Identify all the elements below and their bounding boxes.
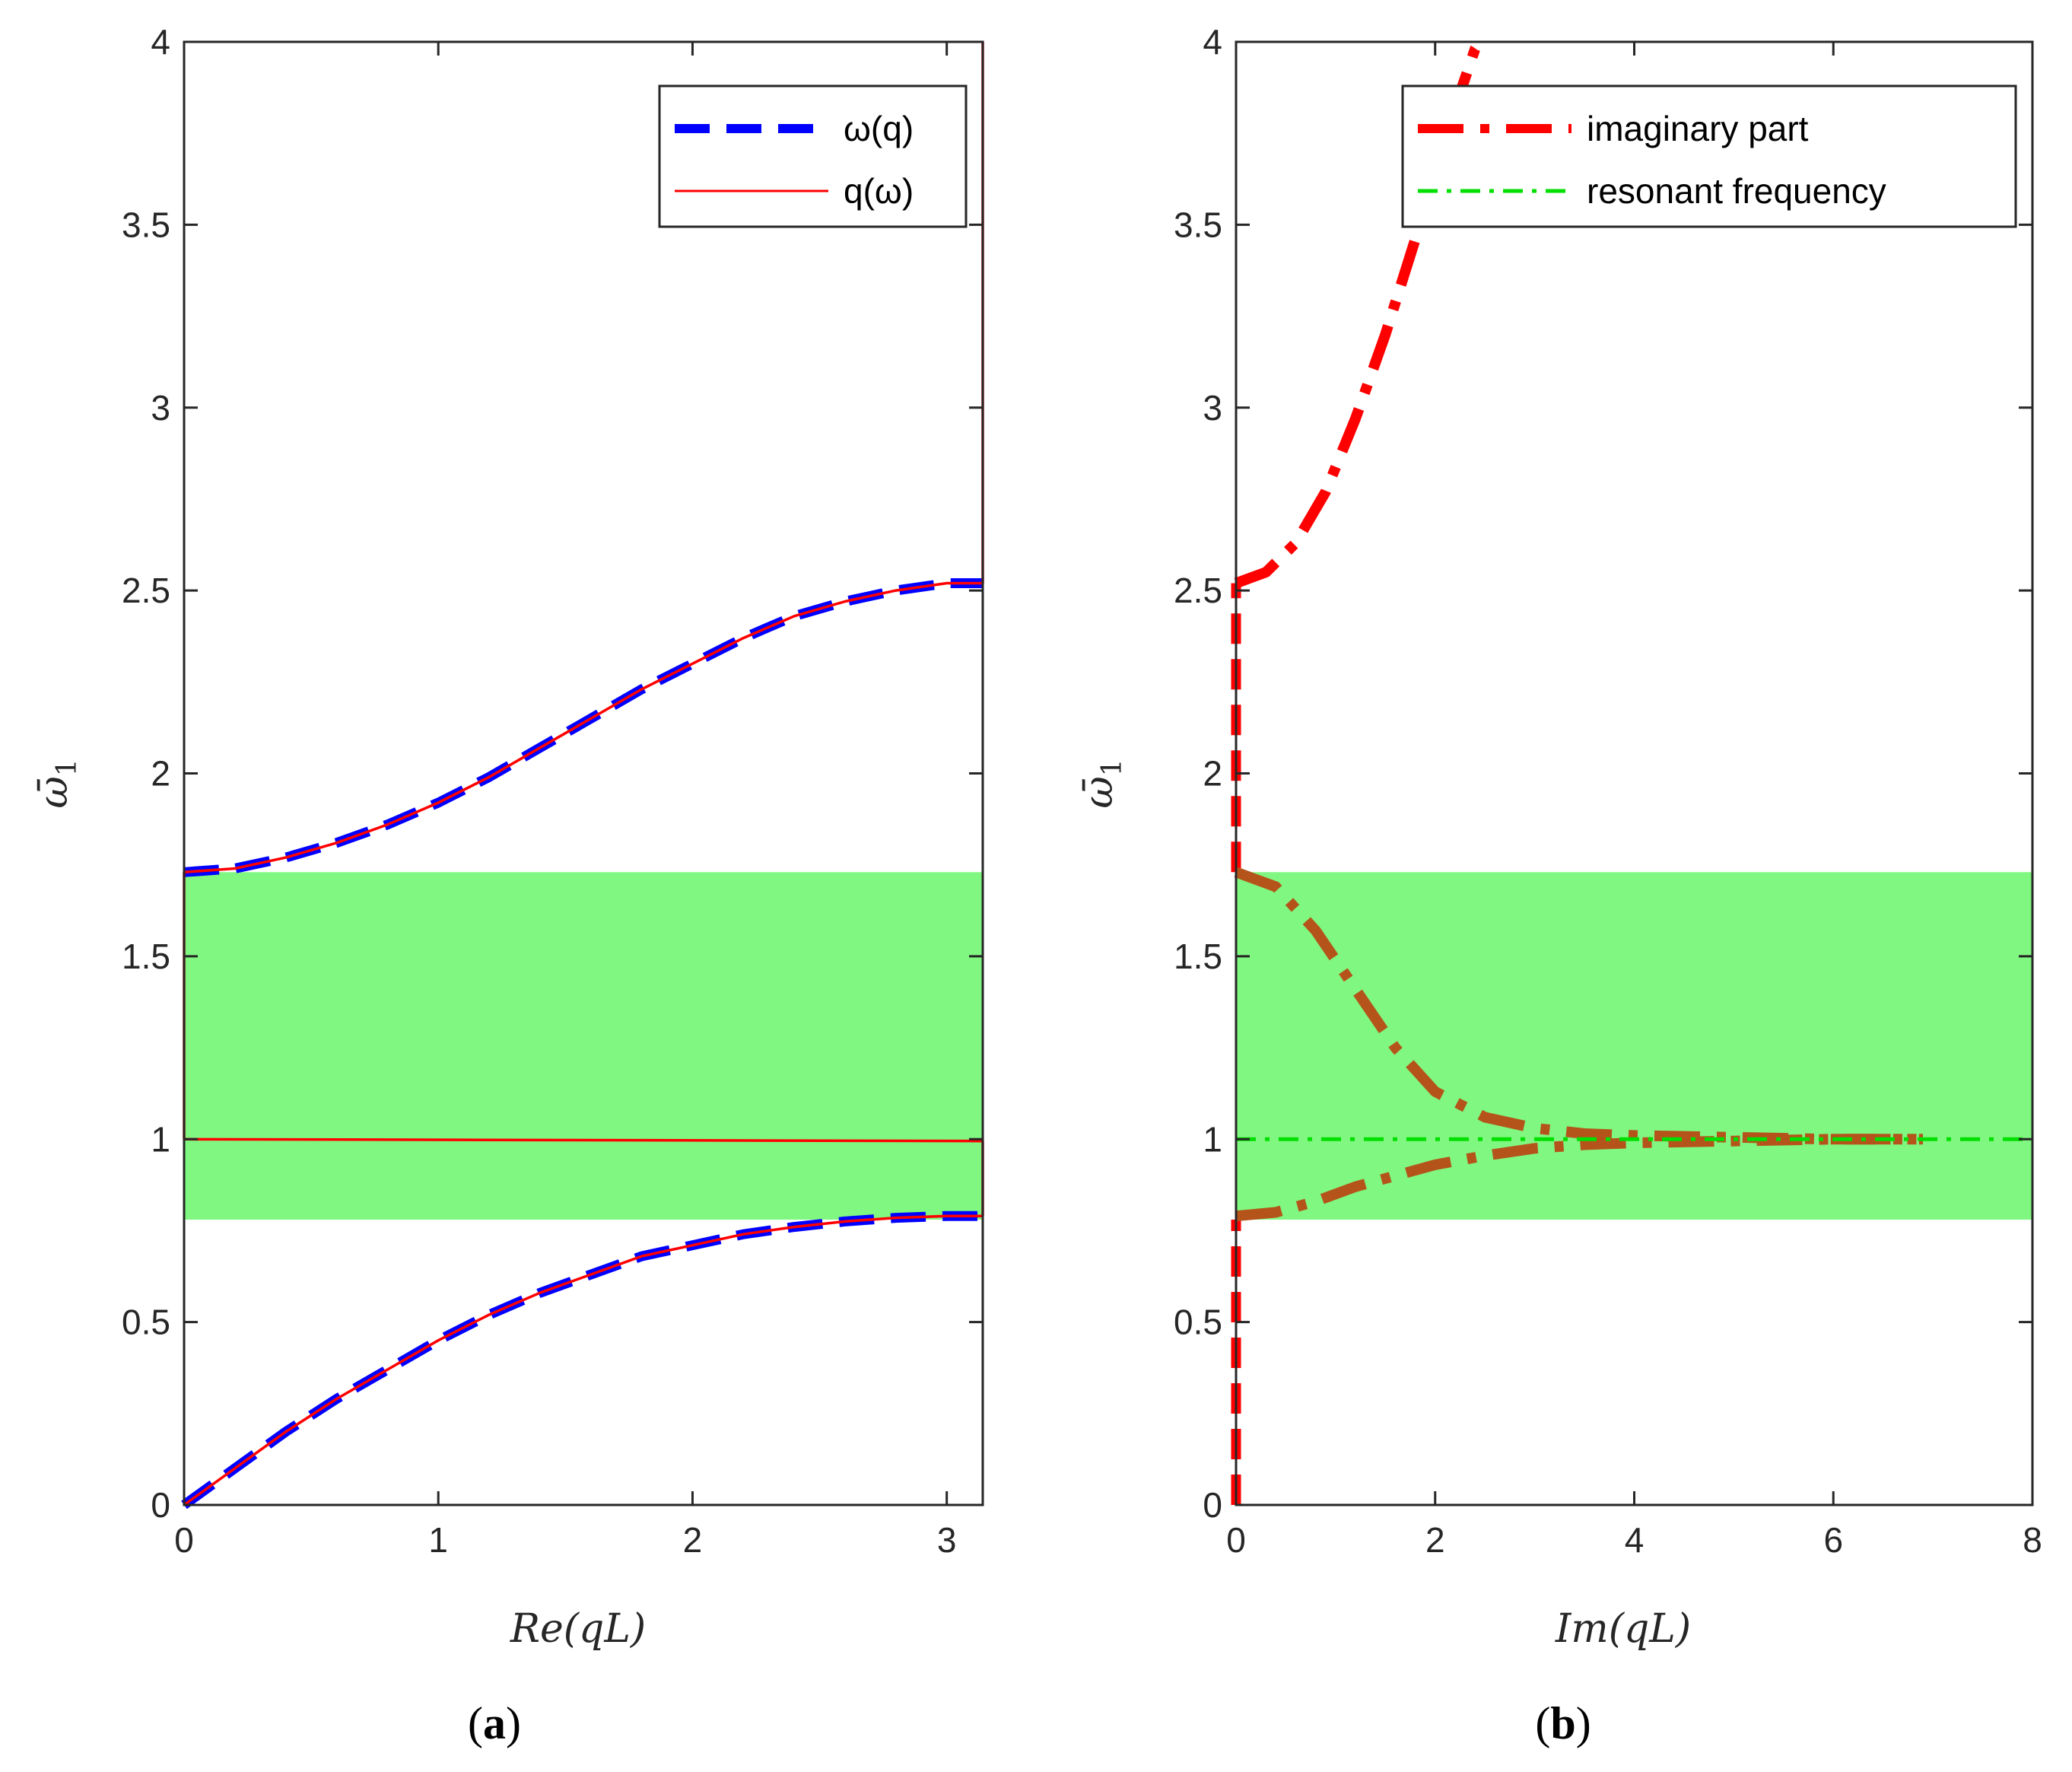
series-line-q-resonance-line	[183, 1137, 984, 1143]
x-tick-label: 1	[428, 1520, 448, 1560]
y-tick-label: 1.5	[122, 937, 170, 976]
x-axis-label-a: Re(qL)	[510, 1606, 646, 1652]
y-tick-label: 1.5	[1174, 937, 1222, 976]
x-tick-label: 0	[174, 1520, 194, 1560]
caption-a: (a)	[468, 1698, 521, 1748]
x-tick-label: 3	[937, 1520, 957, 1560]
caption-b: (b)	[1535, 1698, 1591, 1748]
legend-box	[658, 84, 968, 228]
legend-label: q(ω)	[844, 171, 914, 211]
axes-a: 0 1 2 3 0 0.5 1 1.5 2 2.5 3 3.5 4	[122, 22, 984, 1560]
y-tick-label: 2	[1203, 754, 1222, 794]
plot-area-b	[1231, 42, 2032, 1505]
x-tick-label: 0	[1226, 1520, 1246, 1560]
y-tick-label: 0.5	[1174, 1303, 1222, 1342]
y-axis-label-a-main: ω̄	[31, 776, 77, 808]
series-group	[181, 42, 984, 1510]
y-tick-label: 3	[1203, 388, 1222, 428]
caption-b-letter: b	[1550, 1698, 1575, 1748]
series-line--q-lower-branch	[181, 1210, 983, 1510]
band-gap-region-b	[1236, 872, 2032, 1220]
axes-frame	[1235, 40, 2034, 1506]
axes-frame	[183, 40, 984, 1506]
y-tick-label: 0	[151, 1485, 170, 1525]
series-line-q-upper-branch	[183, 581, 983, 874]
series-line--q-upper-branch	[183, 578, 983, 877]
y-tick-label: 4	[1203, 22, 1222, 62]
caption-a-open: (	[468, 1698, 483, 1748]
x-tick-label: 4	[1625, 1520, 1645, 1560]
caption-a-letter: a	[483, 1698, 506, 1748]
legend-a: ω(q) q(ω)	[658, 84, 968, 228]
band-gap-region-a	[184, 872, 983, 1220]
series-line-q-lower-branch	[183, 1214, 983, 1506]
series-line-imaginary-part-in-gap-upper	[1234, 867, 1923, 1145]
band-gap-rect	[184, 872, 983, 1220]
legend-label: imaginary part	[1587, 109, 1809, 148]
x-axis-label-b: Im(qL)	[1555, 1606, 1691, 1652]
y-tick-label: 0	[1203, 1485, 1222, 1525]
band-gap-rect	[1236, 872, 2032, 1220]
series-group	[1231, 42, 2032, 1505]
panel-a: 0 1 2 3 0 0.5 1 1.5 2 2.5 3 3.5 4 ω(q) q(ω) Re(qL) ω̄…	[31, 22, 984, 1748]
y-tick-label: 2.5	[1174, 571, 1222, 610]
plot-area-a	[181, 42, 984, 1510]
y-axis-label-b: ω̄1	[1076, 759, 1128, 808]
y-tick-label: 2	[151, 754, 170, 794]
y-axis-label-b-main: ω̄	[1076, 776, 1122, 808]
x-tick-label: 8	[2023, 1520, 2042, 1560]
x-tick-label: 2	[683, 1520, 703, 1560]
y-axis-label-b-sub: 1	[1097, 759, 1128, 776]
y-tick-label: 2.5	[122, 571, 170, 610]
y-tick-label: 3	[151, 388, 170, 428]
y-axis-label-a: ω̄1	[31, 759, 83, 808]
legend-box	[1401, 84, 2017, 228]
caption-b-open: (	[1535, 1698, 1550, 1748]
caption-a-close: )	[506, 1698, 521, 1748]
axes-b: 0 2 4 6 8 0 0.5 1 1.5 2 2.5 3 3.5 4	[1174, 22, 2042, 1560]
legend-label: ω(q)	[844, 109, 914, 148]
panel-b: 0 2 4 6 8 0 0.5 1 1.5 2 2.5 3 3.5 4 imaginary part res…	[1076, 22, 2042, 1748]
y-tick-label: 4	[151, 22, 170, 62]
x-tick-label: 6	[1823, 1520, 1843, 1560]
y-tick-label: 3.5	[1174, 205, 1222, 244]
y-tick-label: 0.5	[122, 1303, 170, 1342]
y-axis-label-a-sub: 1	[52, 759, 83, 776]
y-tick-label: 1	[151, 1119, 170, 1159]
legend-b: imaginary part resonant frequency	[1401, 84, 2017, 228]
legend-label: resonant frequency	[1587, 171, 1886, 211]
y-tick-label: 3.5	[122, 205, 170, 244]
x-tick-label: 2	[1425, 1520, 1445, 1560]
caption-b-close: )	[1576, 1698, 1591, 1748]
y-tick-label: 1	[1203, 1119, 1222, 1159]
